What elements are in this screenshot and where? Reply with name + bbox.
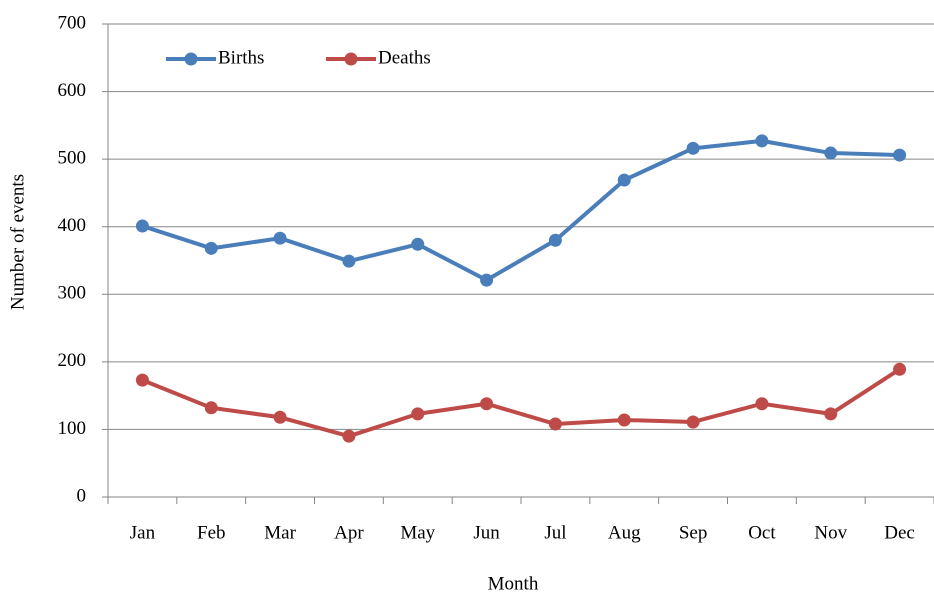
data-point [273,231,287,245]
x-tick-label: Jan [130,522,156,543]
data-point [548,417,562,431]
y-tick-label: 700 [58,12,87,33]
data-point [135,373,149,387]
data-point [204,401,218,415]
legend-marker [344,52,358,66]
x-tick-label: Apr [334,522,364,543]
data-point [686,415,700,429]
x-axis-title: Month [488,573,539,593]
data-point [480,397,494,411]
series-line [141,138,900,283]
y-tick-label: 400 [58,215,87,236]
data-point [411,237,425,251]
x-tick-label: Oct [748,522,776,543]
y-tick-label: 600 [58,80,87,101]
data-point [824,146,838,160]
data-point [893,148,907,162]
legend-label: Deaths [378,47,431,68]
legend-marker [184,52,198,66]
data-point [204,241,218,255]
data-point [342,254,356,268]
x-tick-label: Nov [814,522,847,543]
x-tick-label: Jul [544,522,566,543]
x-tick-label: Sep [679,522,708,543]
data-point [755,397,769,411]
legend-label: Births [218,47,264,68]
data-point [342,429,356,443]
y-tick-label: 100 [58,418,87,439]
x-tick-label: Aug [608,522,641,543]
data-point [135,219,149,233]
y-tick-label: 0 [77,485,87,506]
data-point [617,173,631,187]
data-point [824,407,838,421]
x-tick-label: Jun [473,522,500,543]
y-axis-title: Number of events [7,174,28,310]
x-tick-label: Dec [884,522,915,543]
data-point [686,141,700,155]
data-point [480,273,494,287]
series-line [141,367,901,439]
y-tick-label: 300 [58,283,87,304]
data-point [273,410,287,424]
x-tick-label: Mar [264,522,296,543]
data-point [411,407,425,421]
y-tick-label: 200 [58,350,87,371]
x-tick-label: May [400,522,435,543]
y-tick-label: 500 [58,148,87,169]
data-point [548,233,562,247]
data-point [893,362,907,376]
data-point [617,413,631,427]
x-tick-label: Feb [197,522,226,543]
data-point [755,134,769,148]
